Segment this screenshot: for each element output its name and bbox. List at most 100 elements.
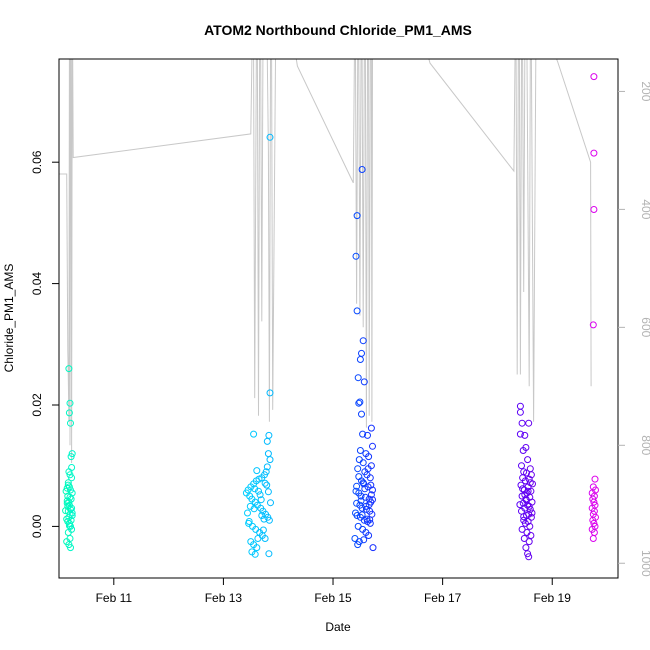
data-point bbox=[358, 511, 366, 519]
data-point bbox=[590, 149, 598, 157]
data-point bbox=[362, 502, 370, 510]
data-point bbox=[63, 515, 71, 523]
data-point bbox=[367, 481, 375, 489]
data-point bbox=[522, 544, 530, 552]
data-point bbox=[64, 481, 72, 489]
y2-tick-label: 1000 bbox=[639, 550, 650, 577]
data-point bbox=[67, 544, 74, 552]
data-point bbox=[589, 535, 597, 542]
y2-tick-label: 600 bbox=[639, 317, 650, 337]
data-point bbox=[525, 553, 533, 561]
data-point bbox=[366, 474, 374, 482]
data-point bbox=[369, 496, 376, 504]
secondary-y-axis: 200 400 600 800 1000 bbox=[618, 81, 650, 577]
data-point bbox=[263, 437, 271, 445]
data-point bbox=[266, 133, 274, 141]
data-point bbox=[363, 515, 371, 523]
data-point bbox=[255, 487, 262, 495]
data-point bbox=[364, 431, 371, 439]
x-tick-label: Feb 13 bbox=[205, 591, 243, 605]
data-point bbox=[267, 499, 274, 507]
data-point bbox=[62, 487, 70, 495]
data-point bbox=[365, 532, 373, 539]
data-point bbox=[524, 487, 532, 495]
data-point bbox=[65, 498, 73, 506]
data-point bbox=[525, 538, 533, 546]
data-point bbox=[68, 474, 76, 482]
data-point bbox=[266, 456, 274, 464]
data-point bbox=[358, 410, 365, 418]
data-point bbox=[367, 424, 375, 432]
data-point bbox=[521, 477, 529, 485]
data-point bbox=[524, 550, 532, 558]
data-point bbox=[259, 526, 267, 534]
data-point bbox=[264, 488, 272, 496]
data-point bbox=[590, 206, 598, 213]
data-point bbox=[65, 365, 73, 373]
x-tick-label: Feb 11 bbox=[96, 591, 133, 605]
data-point bbox=[360, 378, 368, 386]
data-point bbox=[356, 356, 364, 363]
data-point bbox=[258, 512, 266, 519]
data-point bbox=[365, 501, 373, 509]
data-point bbox=[353, 482, 361, 490]
data-point bbox=[526, 505, 534, 513]
altitude-line-segment bbox=[420, 58, 537, 422]
data-point bbox=[68, 512, 76, 519]
data-point bbox=[519, 447, 527, 454]
data-point bbox=[352, 252, 360, 260]
chart-title: ATOM2 Northbound Chloride_PM1_AMS bbox=[204, 22, 472, 38]
data-point bbox=[359, 479, 367, 487]
data-point bbox=[67, 419, 74, 427]
data-point bbox=[525, 475, 533, 483]
data-point bbox=[357, 497, 365, 505]
data-point bbox=[254, 535, 262, 542]
data-point bbox=[528, 509, 536, 517]
data-point bbox=[527, 471, 535, 479]
data-point bbox=[64, 502, 72, 510]
data-point bbox=[352, 509, 359, 517]
x-tick-label: Feb 17 bbox=[424, 591, 462, 605]
data-point bbox=[357, 492, 365, 500]
data-point bbox=[518, 462, 525, 470]
data-point bbox=[589, 516, 597, 524]
data-point bbox=[68, 450, 76, 458]
data-point bbox=[365, 453, 373, 461]
data-point bbox=[67, 453, 75, 461]
data-point bbox=[253, 467, 261, 475]
data-point bbox=[516, 408, 524, 416]
data-point bbox=[527, 532, 535, 539]
data-point bbox=[526, 522, 534, 530]
data-point bbox=[364, 465, 372, 473]
data-point bbox=[261, 535, 269, 542]
data-point bbox=[358, 504, 366, 512]
data-point bbox=[62, 507, 70, 515]
data-point bbox=[526, 479, 534, 487]
data-point bbox=[65, 409, 73, 417]
data-point bbox=[353, 307, 361, 315]
data-point bbox=[263, 463, 271, 471]
data-point bbox=[356, 447, 364, 454]
data-point bbox=[591, 475, 599, 483]
data-point bbox=[354, 374, 362, 382]
x-axis: Feb 11 Feb 13 Feb 15 Feb 17 Feb 19 bbox=[96, 578, 571, 605]
data-point bbox=[250, 505, 258, 513]
data-point bbox=[65, 522, 73, 530]
data-point bbox=[355, 399, 363, 407]
data-point bbox=[361, 493, 369, 501]
y2-tick-label: 200 bbox=[639, 81, 650, 101]
y-tick-label: 0.00 bbox=[30, 514, 44, 538]
data-point bbox=[260, 515, 268, 523]
data-point bbox=[251, 550, 259, 558]
y-tick-label: 0.02 bbox=[30, 393, 44, 417]
data-point bbox=[354, 465, 362, 473]
y-tick-label: 0.06 bbox=[30, 150, 44, 174]
data-point bbox=[68, 509, 76, 517]
data-point bbox=[68, 464, 76, 471]
y2-tick-label: 400 bbox=[639, 199, 650, 219]
data-point bbox=[360, 536, 368, 544]
data-point bbox=[366, 516, 374, 524]
data-point bbox=[525, 419, 533, 427]
data-point bbox=[251, 485, 259, 493]
